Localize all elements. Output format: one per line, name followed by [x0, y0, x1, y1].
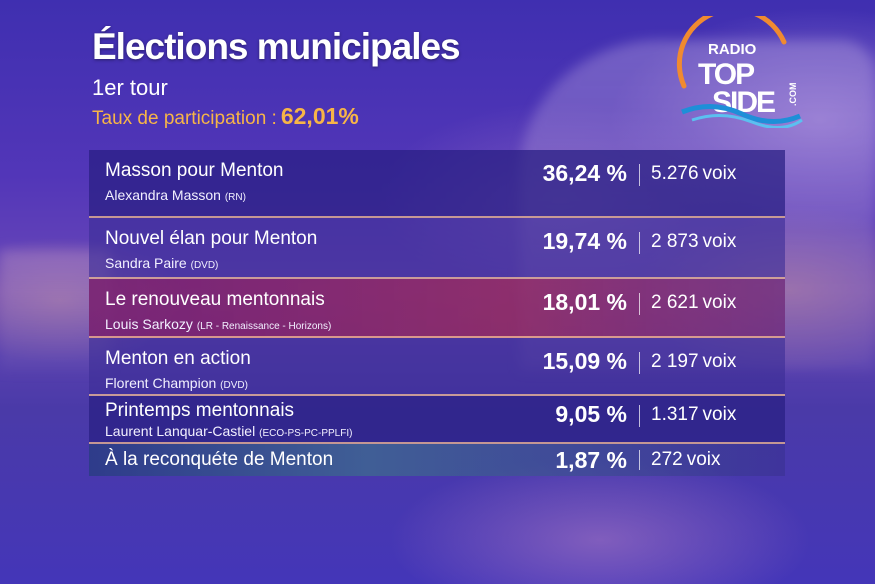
- votes-label: voix: [702, 163, 737, 184]
- candidate-name: Laurent Lanquar-Castiel: [105, 423, 256, 439]
- results-table: Masson pour Menton Alexandra Masson (RN)…: [89, 150, 785, 476]
- list-name: Printemps mentonnais: [105, 400, 295, 421]
- divider: [639, 450, 640, 470]
- radio-topside-logo: RADIO TOP SIDE .COM: [672, 6, 812, 129]
- turnout: Taux de participation :62,01%: [92, 102, 460, 133]
- result-row: À la reconquéte de Menton 1,87 % 272 voix: [89, 444, 785, 476]
- list-name: À la reconquéte de Menton: [105, 449, 334, 470]
- votes-count: 272: [651, 449, 683, 470]
- votes: 2 197 voix: [651, 351, 736, 373]
- votes-count: 1.317: [651, 404, 699, 425]
- divider: [639, 352, 640, 374]
- votes-count: 2 873: [651, 231, 699, 252]
- svg-text:TOP: TOP: [698, 58, 754, 91]
- percent: 19,74 %: [542, 228, 627, 254]
- votes: 2 621 voix: [651, 292, 736, 314]
- percent: 1,87 %: [555, 447, 627, 473]
- divider: [639, 405, 640, 427]
- header: Élections municipales 1er tour Taux de p…: [92, 26, 461, 133]
- percent: 15,09 %: [542, 348, 627, 374]
- result-row: Masson pour Menton Alexandra Masson (RN)…: [89, 150, 785, 218]
- votes-label: voix: [686, 449, 721, 470]
- page-title: Élections municipales: [92, 26, 461, 67]
- votes-count: 2 621: [651, 292, 699, 313]
- percent: 36,24 %: [542, 160, 627, 186]
- votes: 1.317 voix: [651, 404, 736, 426]
- turnout-label: Taux de participation :: [92, 108, 277, 129]
- votes: 5.276 voix: [651, 163, 736, 185]
- divider: [639, 232, 640, 254]
- svg-text:RADIO: RADIO: [708, 41, 757, 58]
- svg-text:.COM: .COM: [788, 83, 798, 107]
- round-label: 1er tour: [92, 75, 168, 100]
- turnout-value: 62,01%: [280, 103, 359, 129]
- party: (RN): [224, 192, 246, 203]
- result-row: Menton en action Florent Champion (DVD) …: [89, 338, 785, 396]
- list-name: Masson pour Menton: [105, 160, 284, 181]
- logo-icon: RADIO TOP SIDE .COM: [676, 6, 803, 129]
- votes-count: 5.276: [651, 163, 699, 184]
- divider: [639, 293, 640, 315]
- candidate: Louis Sarkozy (LR - Renaissance - Horizo…: [105, 316, 331, 332]
- candidate-name: Louis Sarkozy: [105, 316, 193, 332]
- votes: 2 873 voix: [651, 231, 736, 253]
- result-row: Nouvel élan pour Menton Sandra Paire (DV…: [89, 218, 785, 279]
- votes-label: voix: [702, 351, 737, 372]
- party: (DVD): [190, 260, 219, 271]
- votes: 272 voix: [651, 449, 721, 471]
- candidate-name: Sandra Paire: [105, 255, 187, 271]
- candidate: Florent Champion (DVD): [105, 375, 248, 391]
- votes-label: voix: [702, 292, 737, 313]
- candidate-name: Alexandra Masson: [105, 187, 221, 203]
- result-row: Le renouveau mentonnais Louis Sarkozy (L…: [89, 279, 785, 338]
- percent: 18,01 %: [542, 289, 627, 315]
- votes-count: 2 197: [651, 351, 699, 372]
- party: (DVD): [220, 380, 248, 391]
- candidate: Alexandra Masson (RN): [105, 187, 246, 203]
- candidate: Laurent Lanquar-Castiel (ECO-PS-PC-PPLFI…: [105, 423, 352, 439]
- list-name: Le renouveau mentonnais: [105, 289, 325, 310]
- party: (LR - Renaissance - Horizons): [196, 321, 332, 332]
- list-name: Nouvel élan pour Menton: [105, 228, 318, 249]
- candidate: Sandra Paire (DVD): [105, 255, 218, 271]
- list-name: Menton en action: [105, 348, 251, 369]
- result-row: Printemps mentonnais Laurent Lanquar-Cas…: [89, 396, 785, 444]
- party: (ECO-PS-PC-PPLFI): [259, 428, 353, 439]
- votes-label: voix: [702, 231, 737, 252]
- percent: 9,05 %: [555, 401, 627, 427]
- divider: [639, 164, 640, 186]
- candidate-name: Florent Champion: [105, 375, 217, 391]
- votes-label: voix: [702, 404, 737, 425]
